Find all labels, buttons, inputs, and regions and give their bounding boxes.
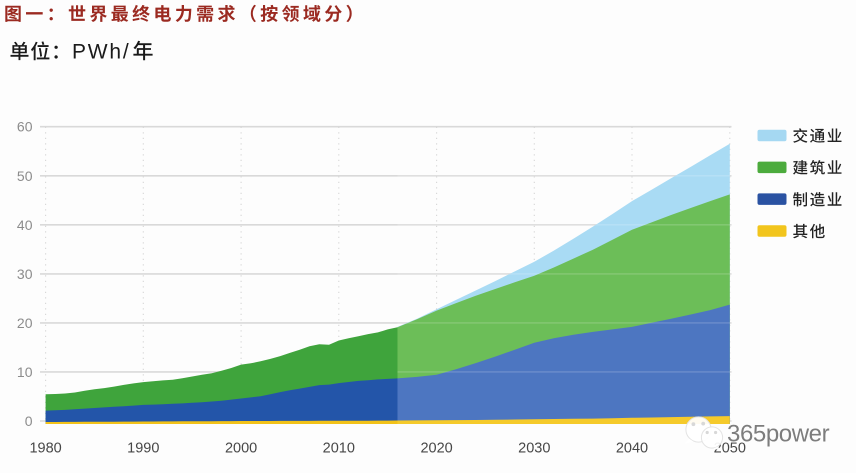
svg-text:2020: 2020 [420, 441, 452, 457]
svg-text:1980: 1980 [29, 441, 61, 457]
svg-text:10: 10 [17, 364, 33, 380]
svg-text:50: 50 [17, 168, 33, 184]
svg-text:2010: 2010 [323, 441, 355, 457]
svg-text:20: 20 [17, 315, 33, 331]
svg-text:40: 40 [17, 217, 33, 233]
svg-text:365power: 365power [727, 421, 830, 448]
svg-text:PWh/: PWh/ [72, 41, 131, 64]
svg-text:60: 60 [17, 119, 33, 135]
svg-text:2050: 2050 [714, 441, 746, 457]
svg-text:1990: 1990 [127, 441, 159, 457]
svg-text:30: 30 [17, 266, 33, 282]
svg-text:2030: 2030 [518, 441, 550, 457]
svg-text:2040: 2040 [616, 441, 648, 457]
svg-text:2000: 2000 [225, 441, 257, 457]
svg-text:0: 0 [25, 413, 33, 429]
